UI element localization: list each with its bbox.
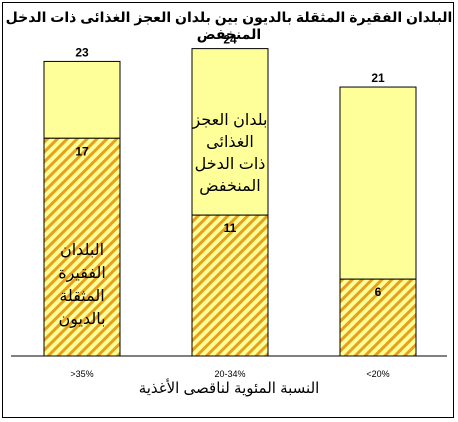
bar-segment-value-label: 17 <box>75 144 89 158</box>
bar-upper-segment <box>43 60 121 139</box>
bar-upper-segment <box>339 86 417 280</box>
x-tick-label: <20% <box>366 369 389 379</box>
bar-annotation-line: الغذائى <box>206 134 254 151</box>
bar-segment-value-label: 11 <box>224 221 237 235</box>
bar-annotation-line: المنخفض <box>199 178 260 196</box>
bar-hatched-segment <box>43 137 121 357</box>
bar-hatched-segment <box>339 278 417 357</box>
bar-annotation-line: بالديون <box>58 311 105 329</box>
bar-segment-value-label: 6 <box>375 285 382 299</box>
bar-annotation-line: ذات الدخل <box>195 156 266 173</box>
bar-annotation-line: بلدان العجز <box>192 112 268 130</box>
chart-title: البلدان الفقيرة المثقلة بالديون بين بلدا… <box>5 9 453 42</box>
x-tick-label: 20-34% <box>214 369 245 379</box>
bar-annotation-line: البلدان <box>60 242 104 259</box>
bar-upper-segment <box>191 48 269 216</box>
bar-total-label: 24 <box>223 33 237 47</box>
chart-frame: البلدان الفقيرة المثقلة بالديون بين بلدا… <box>2 2 454 418</box>
x-tick-label: >35% <box>70 369 93 379</box>
bar-chart-plot: 23 17 >35% 24 11 20-34% 21 6 <20% البلدان الفقيرة ا… <box>11 33 447 379</box>
bar-hatched-segment <box>191 214 269 357</box>
x-axis-title: النسبة المئوية لناقصى الأغذية <box>138 380 320 397</box>
bar-annotation-line: المثقلة <box>59 288 104 305</box>
bar-total-label: 21 <box>371 71 385 85</box>
bar-total-label: 23 <box>75 45 89 59</box>
bar-annotation-line: الفقيرة <box>58 265 106 283</box>
